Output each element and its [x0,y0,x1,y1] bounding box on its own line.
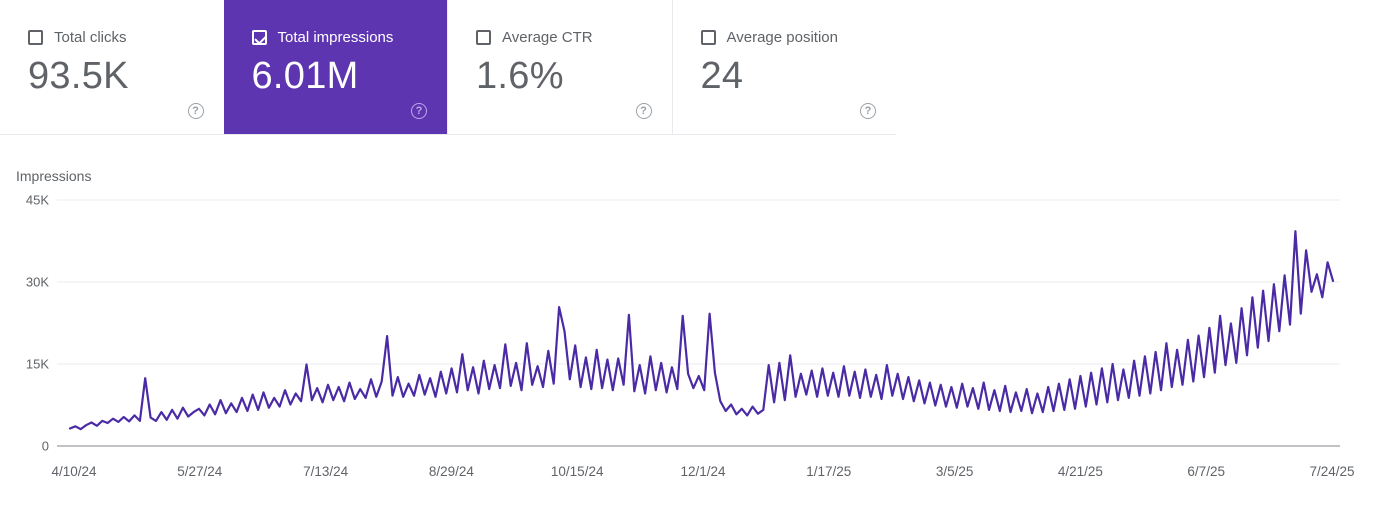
average-position-value: 24 [700,55,744,97]
impressions-line-chart-plot[interactable]: 0 15K 30K 45K 4/10/24 5/27/24 7/13/24 8/29/24 10… [0,135,1385,507]
card-header: Average position [700,29,897,46]
x-tick-label: 7/13/24 [303,464,349,479]
average-ctr-checkbox[interactable] [476,30,491,45]
metric-card-total-impressions[interactable]: Total impressions 6.01M ? [223,0,448,134]
y-tick-label: 15K [26,357,49,372]
y-tick-label: 30K [26,275,49,290]
help-icon[interactable]: ? [187,103,204,119]
total-clicks-value: 93.5K [28,55,129,97]
impressions-chart: Impressions 0 15K 30K 45K 4/10/24 5/27/24 7/13… [0,135,1385,507]
x-tick-label: 5/27/24 [177,464,223,479]
x-tick-label: 12/1/24 [680,464,726,479]
x-tick-label: 10/15/24 [551,464,604,479]
impressions-series-line [68,230,1335,431]
card-label: Total impressions [277,29,394,46]
x-tick-label: 3/5/25 [936,464,974,479]
x-tick-label: 7/24/25 [1309,464,1354,479]
average-ctr-value: 1.6% [476,55,564,97]
total-impressions-checkbox-checked[interactable] [251,30,267,45]
card-header: Average CTR [476,29,672,46]
metric-card-average-position[interactable]: Average position 24 ? [671,0,897,134]
help-icon[interactable]: ? [860,103,876,119]
x-tick-label: 8/29/24 [429,464,475,479]
card-label: Total clicks [54,29,127,46]
metric-cards-row: Total clicks 93.5K ? Total impressions 6… [0,0,896,135]
total-clicks-checkbox[interactable] [28,30,43,45]
metric-card-average-ctr[interactable]: Average CTR 1.6% ? [447,0,672,134]
x-tick-label: 4/10/24 [51,464,97,479]
x-tick-label: 4/21/25 [1058,464,1103,479]
card-header: Total impressions [251,29,448,46]
card-label: Average CTR [502,29,593,46]
chart-title: Impressions [16,168,92,184]
metric-card-total-clicks[interactable]: Total clicks 93.5K ? [0,0,224,134]
card-label: Average position [726,29,838,46]
help-icon[interactable]: ? [635,103,652,119]
x-tick-label: 1/17/25 [806,464,851,479]
y-tick-label: 0 [42,439,49,454]
y-tick-label: 45K [26,193,49,208]
help-icon[interactable]: ? [411,103,427,119]
card-header: Total clicks [28,29,224,46]
total-impressions-value: 6.01M [251,55,359,97]
average-position-checkbox[interactable] [700,30,716,45]
x-tick-label: 6/7/25 [1187,464,1225,479]
